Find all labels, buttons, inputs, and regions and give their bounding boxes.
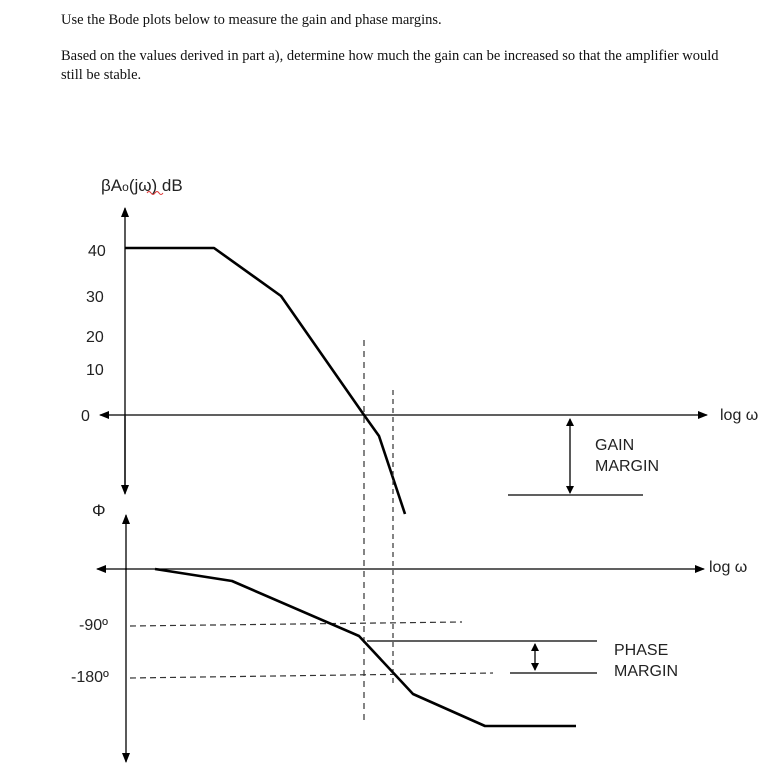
tick-10: 10 (86, 362, 104, 379)
minus-180-dashed-line (129, 672, 494, 679)
phase-xlabel: log ω (709, 559, 747, 576)
magnitude-xlabel: log ω (720, 407, 758, 424)
magnitude-ylabel: βAo(jω) dB (101, 176, 183, 195)
magnitude-plot: βAo(jω) dB 40 30 20 10 0 log ω GAIN MARG… (81, 176, 758, 515)
phase-margin-label-2: MARGIN (614, 663, 678, 680)
instruction-line-1: Use the Bode plots below to measure the … (61, 12, 442, 28)
tick-40: 40 (88, 243, 106, 260)
instruction-line-2: Based on the values derived in part a), … (61, 48, 719, 83)
phase-ylabel: Φ (92, 501, 106, 520)
gain-margin-label-1: GAIN (595, 437, 634, 454)
magnitude-curve (125, 246, 407, 515)
spellcheck-squiggle (146, 191, 164, 195)
tick-20: 20 (86, 329, 104, 346)
tick-0: 0 (81, 408, 90, 425)
phase-curve (154, 567, 576, 728)
gain-margin-label-2: MARGIN (595, 458, 659, 475)
tick-minus-90: -90º (79, 617, 108, 634)
phase-plot: Φ log ω -90º -180º PHASE MARGIN (71, 501, 747, 763)
phase-margin-label-1: PHASE (614, 642, 668, 659)
tick-minus-180: -180º (71, 669, 109, 686)
tick-30: 30 (86, 289, 104, 306)
minus-90-dashed-line (129, 621, 463, 627)
